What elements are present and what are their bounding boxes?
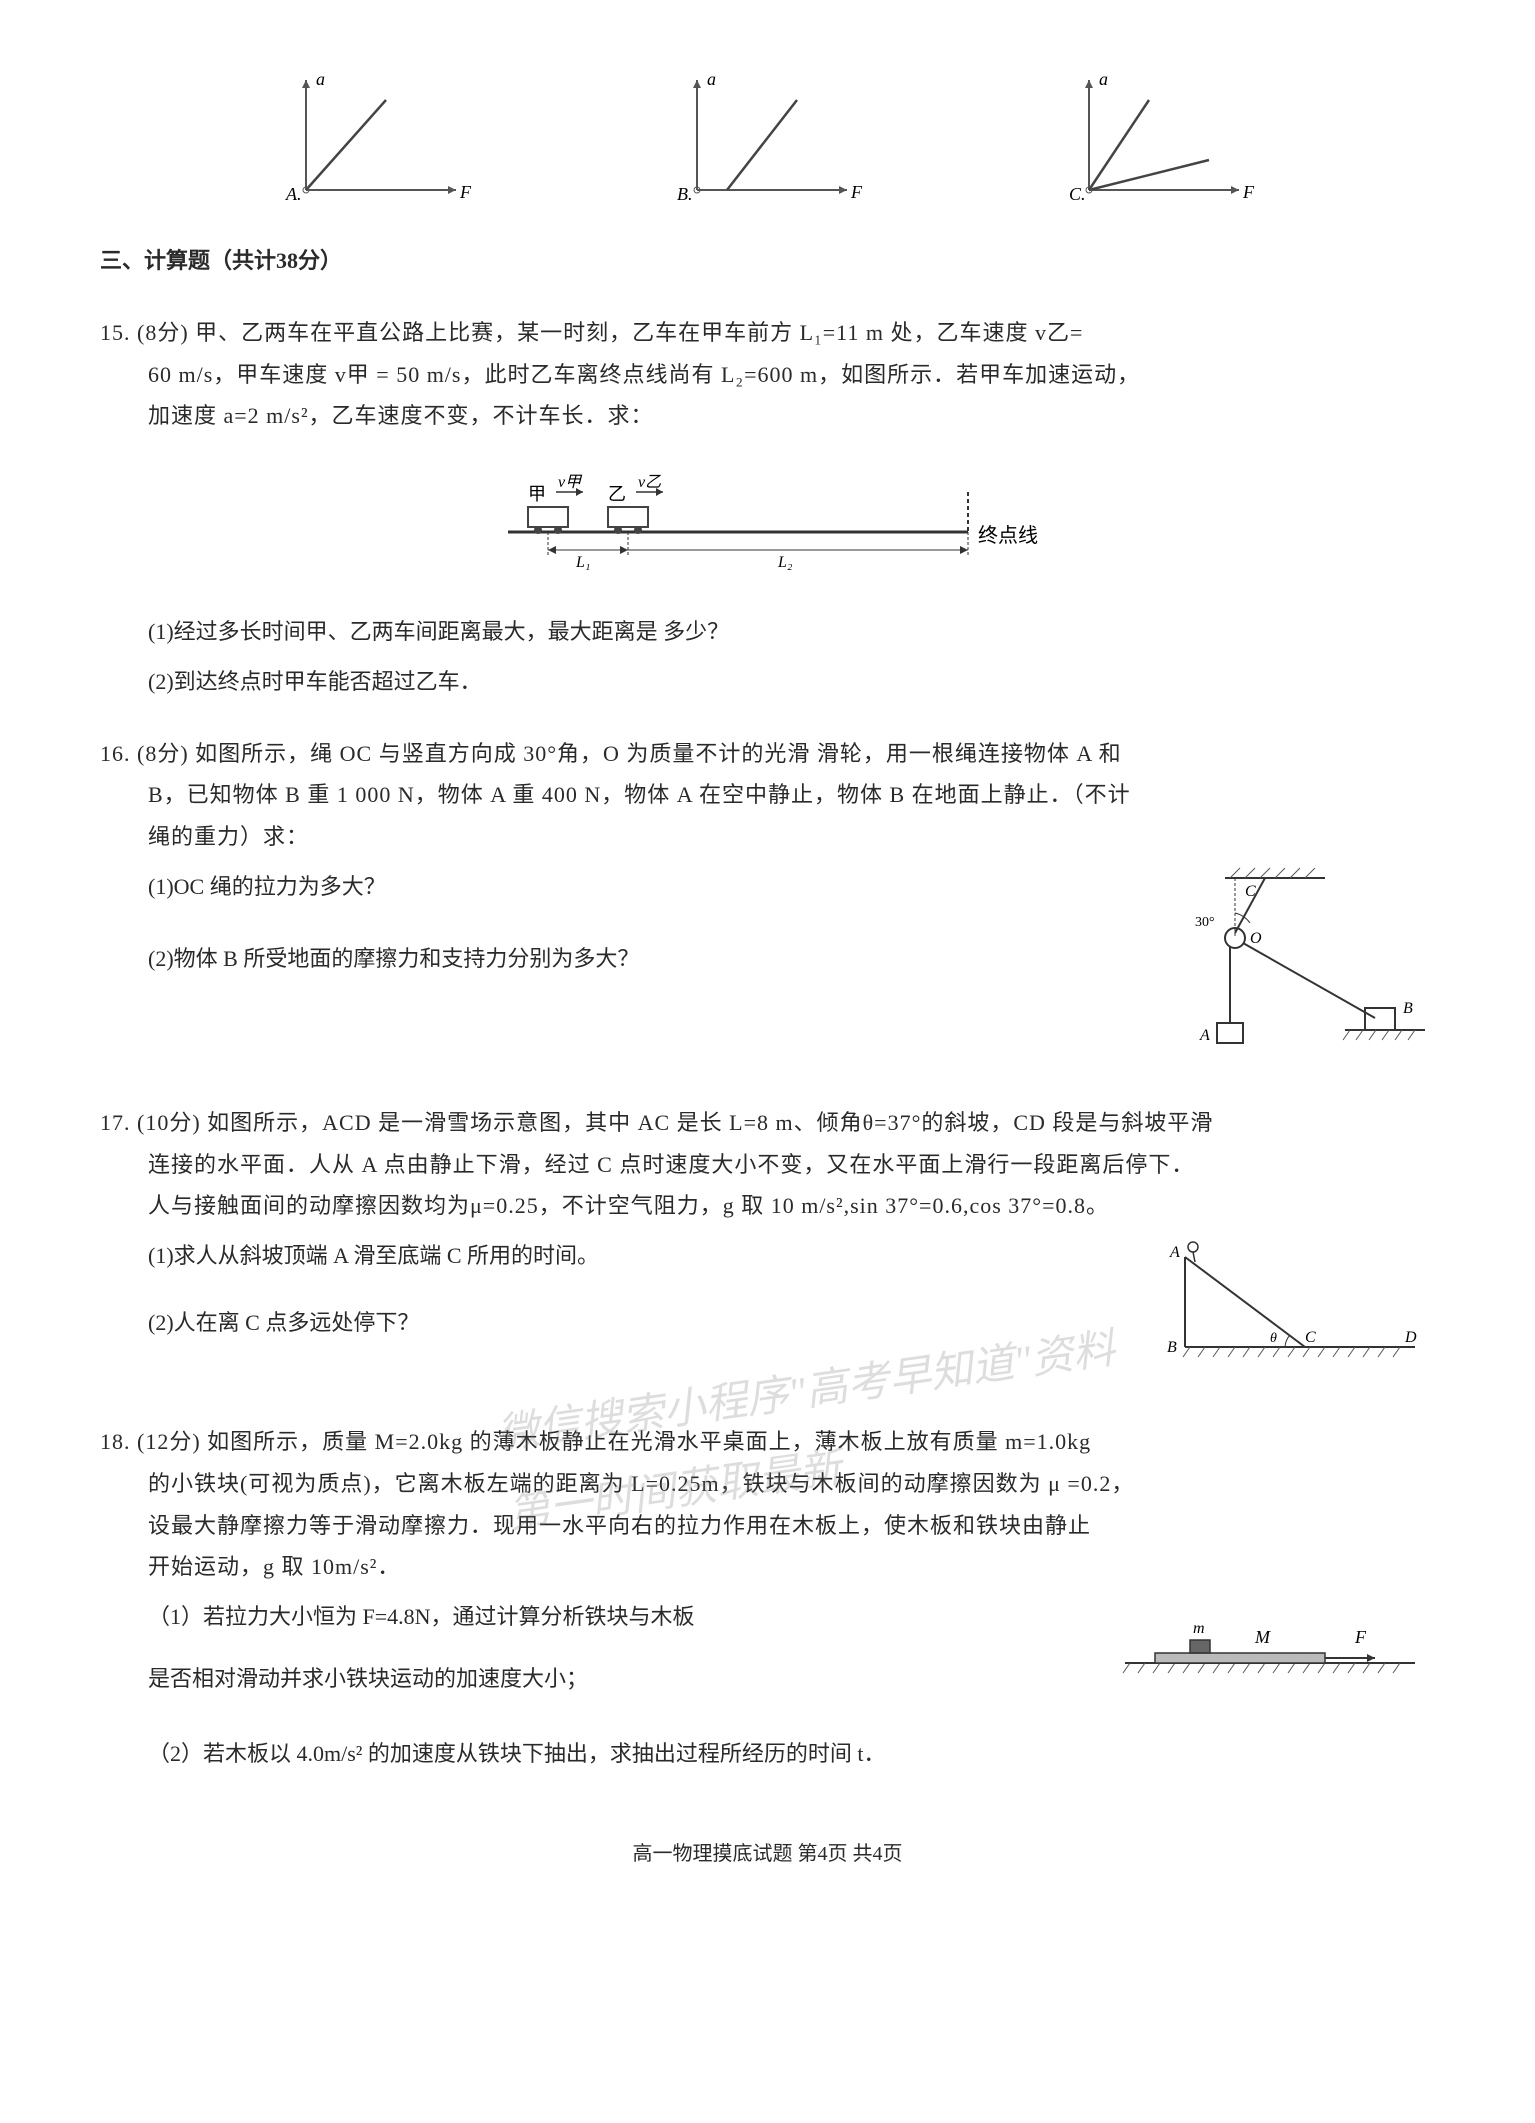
svg-text:A: A	[1169, 1244, 1180, 1261]
q18-text3: 设最大静摩擦力等于滑动摩擦力．现用一水平向右的拉力作用在木板上，使木板和铁块由静…	[100, 1505, 1435, 1547]
q15-text1: 甲、乙两车在平直公路上比赛，某一时刻，乙车在甲车前方 L₁=11 m 处，乙车速…	[195, 320, 1083, 345]
svg-text:L₁: L₁	[575, 554, 590, 571]
svg-text:F: F	[459, 182, 472, 202]
q15-finish-label: 终点线	[978, 524, 1038, 547]
q15-text2: 60 m/s，甲车速度 v甲 = 50 m/s，此时乙车离终点线尚有 L₂=60…	[100, 354, 1435, 396]
q18-diagram: m M F	[1115, 1588, 1435, 1702]
q15-text3: 加速度 a=2 m/s²，乙车速度不变，不计车长．求：	[100, 395, 1435, 437]
graph-option-c: C. F a	[1059, 70, 1259, 210]
svg-text:m: m	[1193, 1620, 1205, 1637]
q17-points: (10分)	[137, 1110, 201, 1135]
page-footer: 高一物理摸底试题 第4页 共4页	[100, 1835, 1435, 1873]
q18-text4: 开始运动，g 取 10m/s²．	[100, 1546, 1435, 1588]
q18-sub2: （2）若木板以 4.0m/s² 的加速度从铁块下抽出，求抽出过程所经历的时间 t…	[100, 1733, 1435, 1775]
question-15: 15. (8分) 甲、乙两车在平直公路上比赛，某一时刻，乙车在甲车前方 L₁=1…	[100, 312, 1435, 703]
graph-b-label: B.	[677, 184, 693, 204]
q17-diagram: A B C D θ	[1155, 1227, 1435, 1391]
q16-text1: 如图所示，绳 OC 与竖直方向成 30°角，O 为质量不计的光滑 滑轮，用一根绳…	[195, 741, 1121, 766]
svg-text:B: B	[1167, 1339, 1177, 1356]
svg-text:v甲: v甲	[558, 474, 583, 491]
svg-text:30°: 30°	[1195, 915, 1215, 930]
q17-text3: 人与接触面间的动摩擦因数均为μ=0.25，不计空气阻力，g 取 10 m/s²,…	[100, 1185, 1435, 1227]
svg-text:F: F	[1354, 1627, 1367, 1647]
q17-num: 17.	[100, 1110, 131, 1135]
q18-text1: 如图所示，质量 M=2.0kg 的薄木板静止在光滑水平桌面上，薄木板上放有质量 …	[207, 1429, 1091, 1454]
question-16: 16. (8分) 如图所示，绳 OC 与竖直方向成 30°角，O 为质量不计的光…	[100, 733, 1435, 1072]
answer-choice-graphs: A. F a B. F a C. F a	[100, 70, 1435, 210]
q16-sub1: (1)OC 绳的拉力为多大？	[100, 866, 1065, 908]
svg-text:F: F	[1242, 182, 1255, 202]
svg-text:B: B	[1403, 1000, 1413, 1017]
question-17: 17. (10分) 如图所示，ACD 是一滑雪场示意图，其中 AC 是长 L=8…	[100, 1102, 1435, 1391]
svg-text:乙: 乙	[608, 484, 626, 504]
q18-points: (12分)	[137, 1429, 201, 1454]
svg-text:θ: θ	[1270, 1331, 1277, 1346]
q17-sub2: (2)人在离 C 点多远处停下？	[100, 1302, 1135, 1344]
q17-sub1: (1)求人从斜坡顶端 A 滑至底端 C 所用的时间。	[100, 1235, 1135, 1277]
q15-points: (8分)	[137, 320, 189, 345]
svg-text:v乙: v乙	[638, 474, 661, 491]
q15-num: 15.	[100, 320, 131, 345]
svg-text:O: O	[1250, 930, 1262, 947]
q18-sub1b: 是否相对滑动并求小铁块运动的加速度大小；	[100, 1658, 1095, 1700]
section-title: 三、计算题（共计38分）	[100, 240, 1435, 282]
q17-text1: 如图所示，ACD 是一滑雪场示意图，其中 AC 是长 L=8 m、倾角θ=37°…	[207, 1110, 1213, 1135]
svg-text:甲: 甲	[528, 484, 546, 504]
graph-option-b: B. F a	[667, 70, 867, 210]
svg-text:A: A	[1199, 1027, 1210, 1044]
svg-text:F: F	[850, 182, 863, 202]
q18-text2: 的小铁块(可视为质点)，它离木板左端的距离为 L=0.25m，铁块与木板间的动摩…	[100, 1463, 1435, 1505]
q16-text2: B，已知物体 B 重 1 000 N，物体 A 重 400 N，物体 A 在空中…	[100, 774, 1435, 816]
svg-text:a: a	[1099, 70, 1108, 89]
svg-text:M: M	[1254, 1627, 1271, 1647]
q16-diagram: C O 30° A B	[1085, 858, 1435, 1072]
q16-sub2: (2)物体 B 所受地面的摩擦力和支持力分别为多大？	[100, 938, 1065, 980]
q15-diagram: 终点线 甲 v甲 乙 v乙 L₁ L₂	[100, 452, 1435, 596]
question-18: 18. (12分) 如图所示，质量 M=2.0kg 的薄木板静止在光滑水平桌面上…	[100, 1421, 1435, 1775]
q15-sub2: (2)到达终点时甲车能否超过乙车．	[100, 661, 1435, 703]
q17-text2: 连接的水平面．人从 A 点由静止下滑，经过 C 点时速度大小不变，又在水平面上滑…	[100, 1144, 1435, 1186]
svg-text:a: a	[316, 70, 325, 89]
q15-sub1: (1)经过多长时间甲、乙两车间距离最大，最大距离是 多少？	[100, 611, 1435, 653]
graph-option-a: A. F a	[276, 70, 476, 210]
q16-num: 16.	[100, 741, 131, 766]
svg-text:a: a	[707, 70, 716, 89]
graph-c-label: C.	[1069, 184, 1086, 204]
q16-points: (8分)	[137, 741, 189, 766]
svg-text:C: C	[1305, 1329, 1316, 1346]
svg-text:L₂: L₂	[777, 554, 793, 571]
q18-num: 18.	[100, 1429, 131, 1454]
q18-sub1a: （1）若拉力大小恒为 F=4.8N，通过计算分析铁块与木板	[100, 1596, 1095, 1638]
graph-a-label: A.	[285, 184, 302, 204]
svg-text:D: D	[1404, 1329, 1417, 1346]
q16-text3: 绳的重力）求：	[100, 816, 1435, 858]
